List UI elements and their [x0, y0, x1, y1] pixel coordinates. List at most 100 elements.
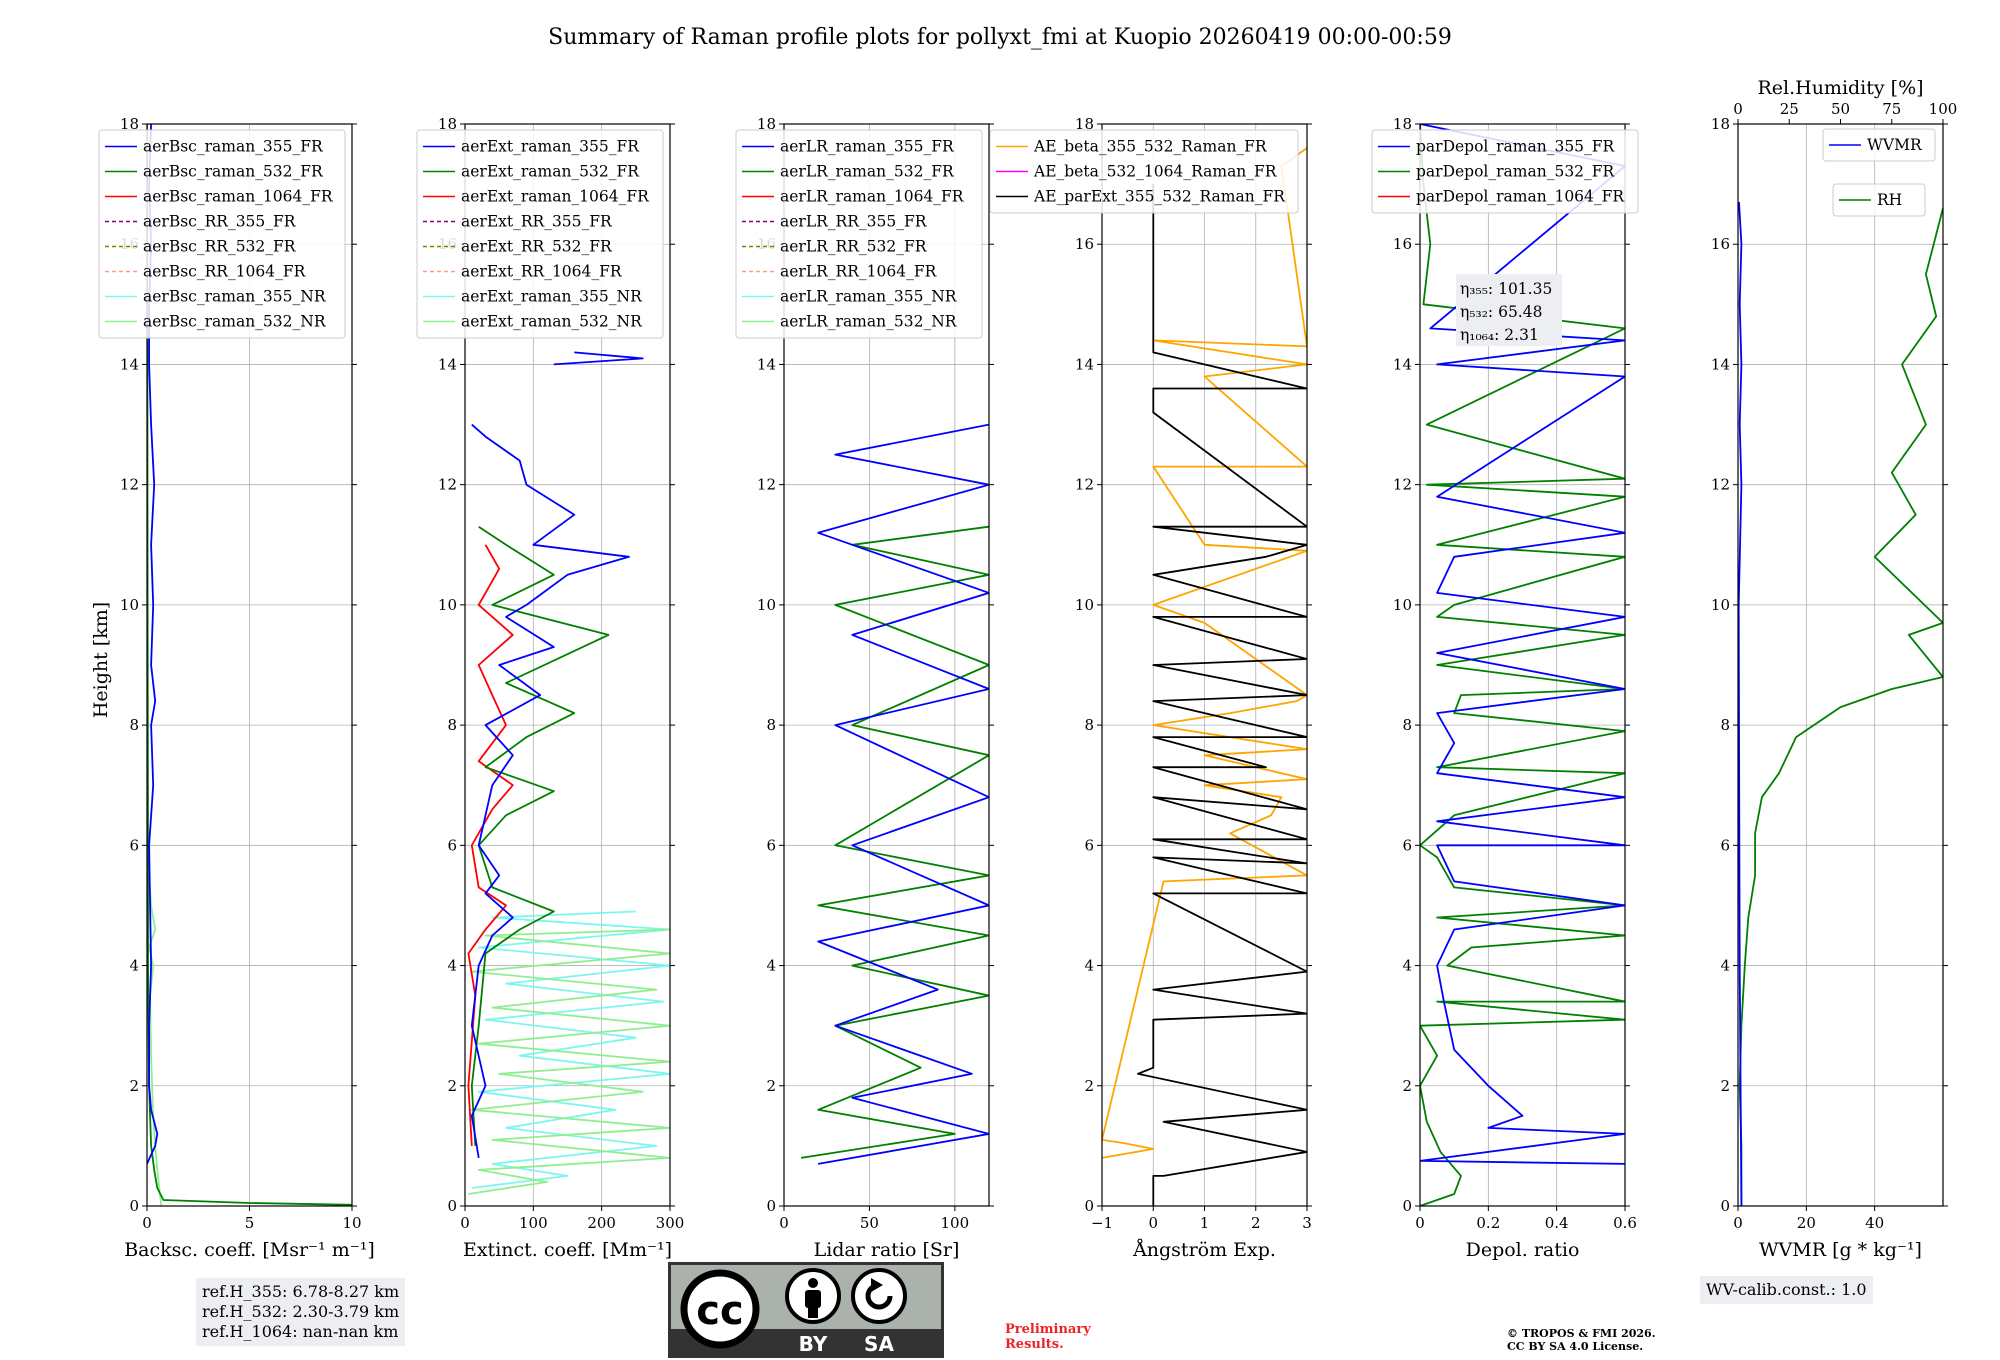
- legend-entry-label: aerExt_raman_355_NR: [461, 288, 643, 306]
- series-line-aerExt_raman_355_FR_upper: [553, 351, 644, 366]
- legend-entry-label: aerExt_RR_532_FR: [461, 238, 613, 256]
- series-line-WVMR: [1738, 202, 1743, 1206]
- top-x-tick-label: 75: [1882, 100, 1901, 118]
- copyright-line2: CC BY SA 4.0 License.: [1507, 1340, 1644, 1353]
- y-tick-label: 8: [447, 716, 457, 734]
- y-tick-label: 0: [1402, 1197, 1412, 1215]
- legend-entry-label: parDepol_raman_1064_FR: [1416, 188, 1625, 206]
- series-line-aerExt_raman_532_NR: [468, 928, 670, 1195]
- y-tick-label: 6: [766, 836, 776, 854]
- copyright-note: © TROPOS & FMI 2026. CC BY SA 4.0 Licens…: [1507, 1327, 1656, 1353]
- y-tick-label: 8: [1720, 716, 1730, 734]
- series-line-aerExt_raman_532_FR: [470, 525, 610, 1146]
- panel-lr: 024681012141618050100Lidar ratio [Sr]aer…: [735, 115, 994, 1261]
- eta-355-label: η₃₅₅: 101.35: [1460, 280, 1552, 298]
- wv-calibration-box: WV-calib.const.: 1.0: [1700, 1276, 1873, 1304]
- license-sa-text: SA: [864, 1332, 894, 1356]
- legend-entry-label: aerExt_RR_355_FR: [461, 213, 613, 231]
- x-tick-label: 3: [1302, 1214, 1312, 1232]
- cc-logo-text: cc: [696, 1288, 743, 1334]
- legend-entry-label: aerBsc_raman_532_NR: [143, 313, 327, 331]
- x-tick-label: 0.4: [1545, 1214, 1569, 1232]
- y-tick-label: 6: [1720, 836, 1730, 854]
- y-tick-label: 14: [120, 355, 139, 373]
- legend-entry-label: aerLR_raman_532_NR: [780, 313, 958, 331]
- legend-entry-label: aerExt_raman_1064_FR: [461, 188, 650, 206]
- x-tick-label: 200: [587, 1214, 616, 1232]
- x-tick-label: 0.6: [1613, 1214, 1637, 1232]
- series-group: [1102, 147, 1307, 1206]
- y-tick-label: 12: [1393, 476, 1412, 494]
- y-tick-label: 8: [129, 716, 139, 734]
- x-tick-label: −1: [1091, 1214, 1113, 1232]
- y-tick-label: 18: [1075, 115, 1094, 133]
- legend-entry-label: aerBsc_raman_532_FR: [143, 163, 324, 181]
- figure-title: Summary of Raman profile plots for polly…: [548, 25, 1452, 50]
- eta-1064-label: η₁₀₆₄: 2.31: [1460, 326, 1539, 344]
- y-tick-label: 2: [447, 1077, 457, 1095]
- y-tick-label: 16: [1711, 235, 1730, 253]
- y-tick-label: 4: [1720, 957, 1730, 975]
- y-tick-label: 6: [1084, 836, 1094, 854]
- x-tick-label: 0: [142, 1214, 152, 1232]
- ref-height-1064: ref.H_1064: nan-nan km: [202, 1322, 399, 1341]
- y-tick-label: 6: [447, 836, 457, 854]
- y-tick-label: 12: [1075, 476, 1094, 494]
- y-tick-label: 8: [1402, 716, 1412, 734]
- license-by-text: BY: [799, 1332, 828, 1356]
- top-x-tick-label: 25: [1780, 100, 1799, 118]
- series-line-aerBsc_raman_532_NR: [148, 875, 163, 1206]
- x-tick-label: 1: [1200, 1214, 1210, 1232]
- series-line-aerExt_raman_355_FR: [470, 423, 630, 1159]
- x-tick-label: 40: [1865, 1214, 1884, 1232]
- x-tick-label: 0: [1733, 1214, 1743, 1232]
- x-tick-label: 5: [245, 1214, 255, 1232]
- y-tick-label: 12: [757, 476, 776, 494]
- plot-frame: [1419, 123, 1626, 1207]
- ref-height-355: ref.H_355: 6.78-8.27 km: [202, 1282, 400, 1301]
- y-tick-label: 10: [1393, 596, 1412, 614]
- y-tick-label: 16: [1075, 235, 1094, 253]
- legend-entry-label: WVMR: [1867, 136, 1923, 154]
- series-line-RH: [1738, 207, 1943, 1206]
- y-tick-label: 0: [1084, 1197, 1094, 1215]
- y-tick-label: 14: [757, 355, 776, 373]
- eta-532-label: η₅₃₂: 65.48: [1460, 303, 1542, 321]
- reference-height-box: ref.H_355: 6.78-8.27 km ref.H_532: 2.30-…: [196, 1278, 406, 1346]
- legend-entry-label: parDepol_raman_355_FR: [1416, 138, 1616, 156]
- y-tick-label: 10: [1075, 596, 1094, 614]
- series-line-aerExt_raman_1064_FR: [467, 544, 514, 1146]
- x-axis-label: Extinct. coeff. [Mm⁻¹]: [463, 1239, 672, 1261]
- series-group: [1420, 124, 1625, 1206]
- legend-box-ae: [989, 129, 1299, 214]
- prelim-line1: Preliminary: [1005, 1322, 1091, 1337]
- legend-entry-label: aerLR_RR_1064_FR: [780, 263, 938, 281]
- y-tick-label: 4: [766, 957, 776, 975]
- y-tick-label: 18: [120, 115, 139, 133]
- legend-entry-label: aerBsc_raman_1064_FR: [143, 188, 334, 206]
- x-tick-label: 100: [519, 1214, 548, 1232]
- legend-entry-label: parDepol_raman_532_FR: [1416, 163, 1616, 181]
- y-tick-label: 10: [120, 596, 139, 614]
- legend-box-lr: [735, 129, 983, 339]
- top-axis-label: Rel.Humidity [%]: [1757, 77, 1923, 99]
- y-tick-label: 16: [1393, 235, 1412, 253]
- y-tick-label: 2: [1084, 1077, 1094, 1095]
- top-x-tick-label: 100: [1929, 100, 1958, 118]
- x-tick-label: 0: [1148, 1214, 1158, 1232]
- panel-ext: 0246810121416180100200300Extinct. coeff.…: [416, 115, 685, 1261]
- series-line-aerLR_raman_355_FR: [817, 423, 989, 1165]
- y-tick-label: 4: [447, 957, 457, 975]
- x-tick-label: 300: [656, 1214, 685, 1232]
- y-tick-label: 10: [1711, 596, 1730, 614]
- legend-entry-label: aerLR_RR_532_FR: [780, 238, 928, 256]
- x-axis-label: Ångström Exp.: [1132, 1239, 1276, 1261]
- legend-box-depol: [1371, 129, 1639, 214]
- prelim-line2: Results.: [1005, 1337, 1064, 1352]
- top-x-tick-label: 50: [1831, 100, 1850, 118]
- legend-box-wvmr: [1822, 128, 1936, 162]
- y-tick-label: 0: [1720, 1197, 1730, 1215]
- y-tick-label: 2: [129, 1077, 139, 1095]
